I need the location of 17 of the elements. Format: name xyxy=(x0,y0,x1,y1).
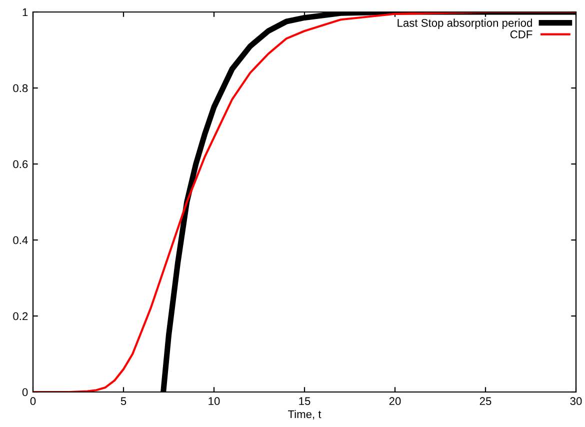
legend-label: CDF xyxy=(510,30,532,38)
y-tick-label: 0.6 xyxy=(13,160,28,168)
x-tick-label: 25 xyxy=(480,397,492,406)
x-tick-label: 10 xyxy=(208,397,220,406)
y-tick-label: 0.4 xyxy=(13,236,28,244)
y-tick-label: 1 xyxy=(22,8,28,16)
x-tick-label: 30 xyxy=(570,397,582,406)
x-axis-title: Time, t xyxy=(288,410,322,420)
legend-label: Last Stop absorption period xyxy=(398,18,532,30)
y-tick-label: 0.2 xyxy=(13,312,28,320)
x-tick-label: 5 xyxy=(120,397,126,406)
x-tick-label: 15 xyxy=(299,397,310,406)
line-series xyxy=(33,12,576,392)
x-tick-label: 0 xyxy=(30,397,36,406)
x-tick-label: 20 xyxy=(389,397,401,406)
y-tick-label: 0.8 xyxy=(13,84,28,92)
y-tick-label: 0 xyxy=(22,388,28,396)
